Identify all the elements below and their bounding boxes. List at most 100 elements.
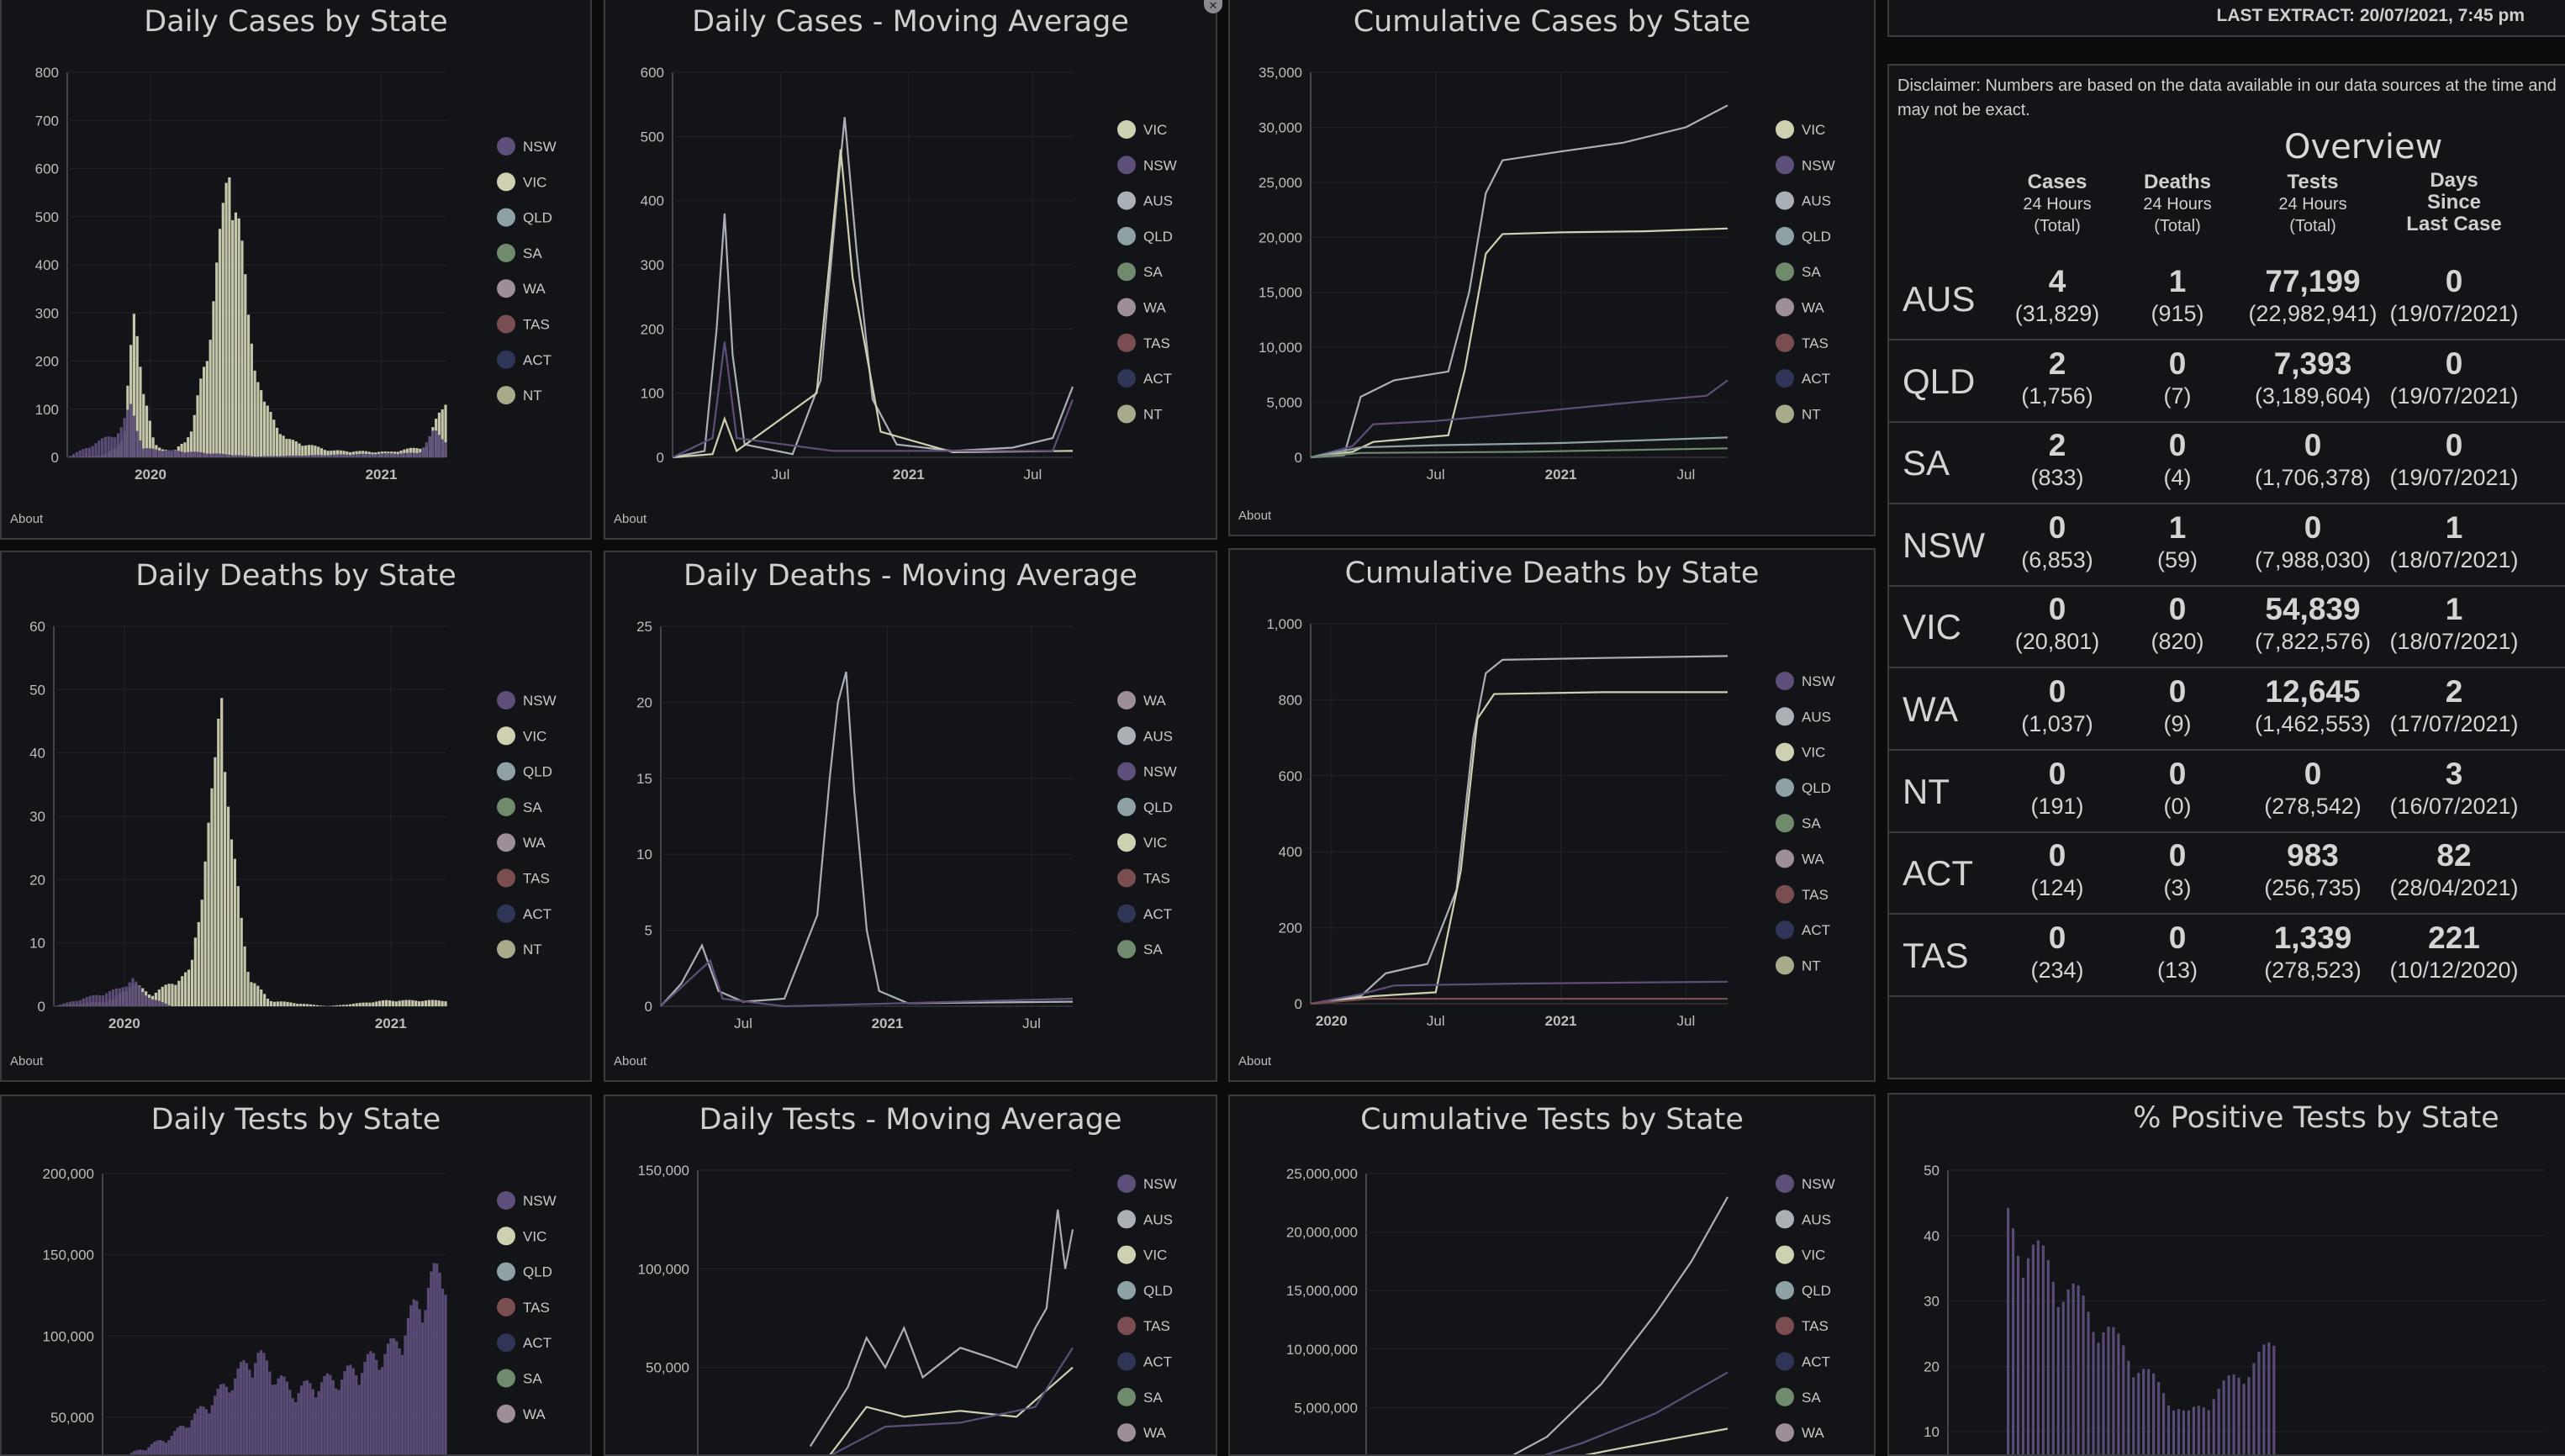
bar xyxy=(428,1000,430,1006)
series-line xyxy=(1311,999,1728,1004)
bar xyxy=(295,441,298,457)
overview-state-label: VIC xyxy=(1903,607,1961,647)
close-icon[interactable]: ✕ xyxy=(1204,0,1222,13)
legend-label: VIC xyxy=(1802,1248,1825,1263)
bar xyxy=(231,220,234,457)
x-tick-label: 2020 xyxy=(135,467,166,483)
chart-title: Cumulative Tests by State xyxy=(1230,1103,1874,1137)
legend-swatch xyxy=(1776,921,1794,939)
bar xyxy=(267,405,269,457)
bar xyxy=(199,1406,202,1456)
about-link[interactable]: About xyxy=(614,1054,647,1068)
y-tick-label: 20,000 xyxy=(1259,229,1302,245)
bar xyxy=(207,823,209,1006)
bar xyxy=(266,1360,268,1456)
bar xyxy=(217,719,219,1006)
bar xyxy=(311,455,314,457)
about-link[interactable]: About xyxy=(1238,1054,1271,1068)
y-tick-label: 10,000,000 xyxy=(1286,1342,1358,1358)
bar xyxy=(272,1385,274,1456)
bar xyxy=(199,378,202,457)
about-link[interactable]: About xyxy=(10,1054,43,1068)
bar xyxy=(441,439,444,457)
bar xyxy=(224,182,227,457)
x-tick-label: 2020 xyxy=(108,1016,140,1031)
bar xyxy=(342,1005,345,1006)
legend-label: WA xyxy=(523,835,546,851)
legend-label: AUS xyxy=(1802,709,1831,725)
y-tick-label: 25,000 xyxy=(1259,175,1302,191)
bar xyxy=(282,456,285,457)
bar xyxy=(142,449,145,457)
legend-swatch xyxy=(497,1333,515,1352)
bar xyxy=(419,1309,421,1456)
bar xyxy=(352,455,355,457)
y-tick-label: 100,000 xyxy=(638,1261,689,1277)
y-tick-label: 30 xyxy=(1924,1294,1940,1310)
bar xyxy=(407,1318,409,1456)
y-tick-label: 600 xyxy=(1279,768,1302,784)
bar xyxy=(427,1288,430,1456)
about-link[interactable]: About xyxy=(614,512,647,526)
legend-swatch xyxy=(1117,798,1136,816)
x-tick-label: 2020 xyxy=(1316,1013,1348,1029)
legend-label: VIC xyxy=(523,174,546,190)
y-tick-label: 800 xyxy=(1279,692,1302,708)
about-link[interactable]: About xyxy=(10,512,43,526)
bar xyxy=(108,436,110,457)
bar xyxy=(270,1001,272,1006)
chart-daily-tests: 50,000100,000150,000200,000NSWVICQLDTASA… xyxy=(2,1096,592,1456)
bar xyxy=(66,1003,68,1006)
y-tick-label: 100 xyxy=(35,402,59,418)
legend-swatch xyxy=(1117,1316,1136,1335)
bar xyxy=(182,1426,184,1456)
y-tick-label: 800 xyxy=(35,65,59,81)
bar xyxy=(225,1387,228,1456)
bar xyxy=(415,1300,418,1456)
bar xyxy=(425,1000,427,1006)
bar xyxy=(224,772,226,1006)
legend-label: VIC xyxy=(523,728,546,744)
legend-label: ACT xyxy=(1143,371,1172,387)
bar xyxy=(79,451,82,457)
bar xyxy=(263,994,266,1006)
legend-swatch xyxy=(1776,334,1794,352)
bar xyxy=(296,1004,298,1006)
series-line xyxy=(810,1210,1073,1447)
bar xyxy=(165,984,167,1006)
bar xyxy=(362,1003,365,1006)
bar xyxy=(285,456,288,457)
series-line xyxy=(1529,1429,1728,1456)
legend-label: ACT xyxy=(1143,1354,1172,1370)
bar xyxy=(298,444,300,457)
legend-swatch xyxy=(497,869,515,888)
bar xyxy=(2012,1228,2014,1456)
bar xyxy=(158,1001,161,1006)
series-line xyxy=(1311,656,1728,1004)
about-link[interactable]: About xyxy=(1238,509,1271,523)
bar xyxy=(214,757,216,1006)
bar xyxy=(2017,1256,2019,1456)
bar xyxy=(320,455,323,457)
bar xyxy=(198,922,200,1006)
legend-swatch xyxy=(1776,1316,1794,1335)
y-tick-label: 200,000 xyxy=(43,1166,94,1182)
legend-swatch xyxy=(1776,1174,1794,1193)
legend-swatch xyxy=(1117,1210,1136,1228)
bar xyxy=(280,1001,282,1006)
bar xyxy=(251,344,253,457)
bar xyxy=(234,859,236,1006)
bar xyxy=(141,1450,144,1456)
bar xyxy=(171,1436,173,1456)
bar xyxy=(349,1005,351,1006)
y-tick-label: 400 xyxy=(1279,844,1302,860)
legend-swatch xyxy=(1776,120,1794,139)
legend-label: QLD xyxy=(1143,229,1173,245)
bar xyxy=(438,435,441,457)
y-tick-label: 0 xyxy=(51,450,59,466)
bar xyxy=(245,1363,248,1456)
overview-state-label: NT xyxy=(1903,772,1950,812)
